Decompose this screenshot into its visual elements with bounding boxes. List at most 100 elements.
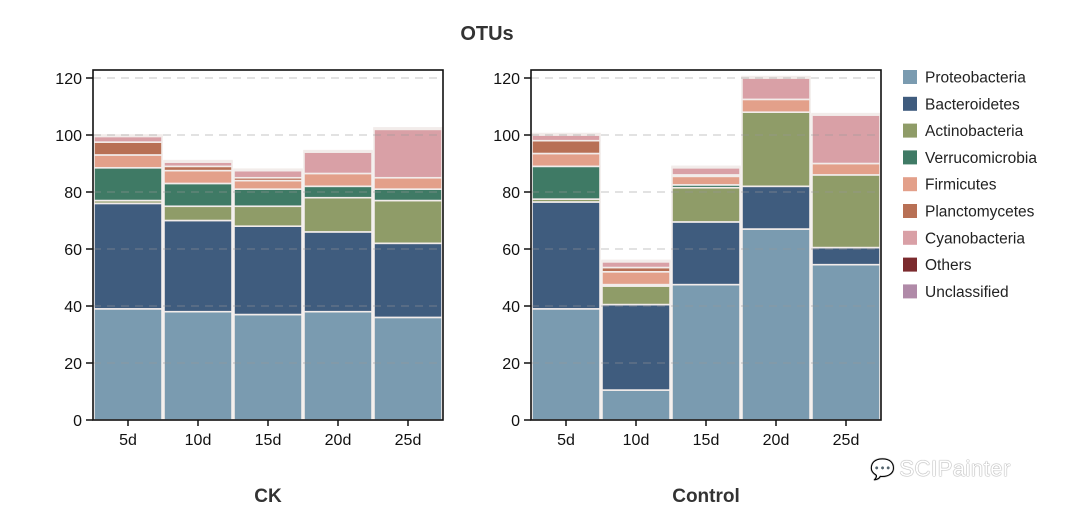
bar-segment-unclassified-15d bbox=[233, 168, 303, 172]
bar-segment-actinobacteria-10d bbox=[163, 205, 233, 222]
bar-segment-bacteroidetes-20d bbox=[303, 231, 373, 313]
legend-label-bacteroidetes: Bacteroidetes bbox=[925, 96, 1020, 113]
bar-segment-unclassified-25d bbox=[373, 127, 443, 131]
bar-segment-bacteroidetes-25d bbox=[373, 242, 443, 319]
bar-segment-actinobacteria-15d bbox=[671, 186, 741, 223]
legend: Proteobacteria Bacteroidetes Actinobacteri… bbox=[903, 70, 1037, 301]
watermark-text: SCIPainter bbox=[899, 456, 1011, 481]
bar-segment-bacteroidetes-25d bbox=[811, 246, 881, 266]
bar-segment-bacteroidetes-15d bbox=[233, 225, 303, 316]
bar-segment-firmicutes-10d bbox=[601, 270, 671, 286]
bar-segment-proteobacteria-20d bbox=[741, 228, 811, 421]
legend-swatch-others bbox=[903, 257, 917, 272]
bar-segment-bacteroidetes-5d bbox=[531, 201, 601, 310]
bar-segment-cyanobacteria-25d bbox=[373, 128, 443, 179]
bar-segment-cyanobacteria-20d bbox=[303, 151, 373, 175]
bar-segment-cyanobacteria-5d bbox=[531, 134, 601, 142]
watermark: 💬 SCIPainter bbox=[870, 456, 1011, 482]
bar-segment-cyanobacteria-10d bbox=[601, 261, 671, 269]
legend-label-others: Others bbox=[925, 257, 972, 274]
bar-segment-cyanobacteria-15d bbox=[233, 169, 303, 179]
bar-segment-unclassified-5d bbox=[93, 134, 163, 138]
bar-segment-bacteroidetes-5d bbox=[93, 202, 163, 310]
legend-label-firmicutes: Firmicutes bbox=[925, 177, 997, 194]
y-tick-label: 120 bbox=[493, 71, 520, 88]
y-tick-label: 0 bbox=[73, 413, 82, 430]
bar-segment-firmicutes-10d bbox=[163, 169, 233, 185]
bar-segment-bacteroidetes-10d bbox=[601, 303, 671, 391]
y-tick-label: 80 bbox=[64, 185, 82, 202]
bar-segment-firmicutes-20d bbox=[303, 172, 373, 188]
bar-segment-bacteroidetes-20d bbox=[741, 185, 811, 230]
bar-segment-verrucomicrobia-5d bbox=[531, 165, 601, 200]
y-tick-label: 20 bbox=[64, 356, 82, 373]
chart-title: OTUs bbox=[460, 23, 513, 45]
panel-label: CK bbox=[254, 486, 282, 507]
legend-label-verrucomicrobia: Verrucomicrobia bbox=[925, 150, 1037, 167]
bar-segment-planctomycetes-5d bbox=[531, 139, 601, 155]
y-tick-label: 100 bbox=[55, 128, 82, 145]
legend-swatch-planctomycetes bbox=[903, 204, 917, 218]
panel-ck: 0 20 40 60 80 100 120 5d 10d 15d 20d 25d CK bbox=[55, 69, 444, 507]
bar-segment-firmicutes-25d bbox=[811, 162, 881, 176]
bar-segment-firmicutes-25d bbox=[373, 176, 443, 190]
x-tick-label: 15d bbox=[693, 432, 720, 449]
bar-segment-proteobacteria-15d bbox=[233, 313, 303, 421]
y-tick-label: 80 bbox=[502, 185, 520, 202]
legend-label-actinobacteria: Actinobacteria bbox=[925, 123, 1024, 140]
legend-swatch-cyanobacteria bbox=[903, 230, 917, 245]
panel-control: 0 20 40 60 80 100 120 5d 10d 15d 20d 25d Control bbox=[493, 69, 882, 507]
bar-segment-proteobacteria-25d bbox=[811, 263, 881, 421]
legend-label-unclassified: Unclassified bbox=[925, 284, 1009, 301]
bar-segment-proteobacteria-10d bbox=[601, 389, 671, 421]
legend-swatch-verrucomicrobia bbox=[903, 150, 917, 165]
x-tick-label: 20d bbox=[325, 432, 352, 449]
x-tick-label: 20d bbox=[763, 432, 790, 449]
bar-segment-cyanobacteria-25d bbox=[811, 114, 881, 165]
x-tick-label: 5d bbox=[557, 432, 575, 449]
x-tick-label: 10d bbox=[185, 432, 212, 449]
legend-swatch-actinobacteria bbox=[903, 123, 917, 138]
wechat-icon: 💬 bbox=[870, 459, 896, 481]
y-tick-label: 40 bbox=[64, 299, 82, 316]
bar-segment-unclassified-20d bbox=[741, 75, 811, 79]
bar-segment-firmicutes-5d bbox=[93, 154, 163, 169]
bar-segment-actinobacteria-25d bbox=[811, 174, 881, 249]
bar-segment-unclassified-5d bbox=[531, 132, 601, 136]
y-tick-label: 0 bbox=[511, 413, 520, 430]
bar-segment-proteobacteria-5d bbox=[531, 308, 601, 421]
bar-segment-firmicutes-15d bbox=[233, 179, 303, 190]
y-tick-label: 60 bbox=[64, 242, 82, 259]
legend-swatch-proteobacteria bbox=[903, 70, 917, 84]
bar-segment-unclassified-20d bbox=[303, 149, 373, 153]
y-tick-label: 100 bbox=[493, 128, 520, 145]
bar-segment-proteobacteria-20d bbox=[303, 310, 373, 421]
bar-segment-planctomycetes-5d bbox=[93, 141, 163, 156]
bar-segment-actinobacteria-10d bbox=[601, 285, 671, 306]
x-tick-label: 5d bbox=[119, 432, 137, 449]
bar-segment-proteobacteria-15d bbox=[671, 283, 741, 421]
bar-segment-actinobacteria-25d bbox=[373, 199, 443, 245]
y-tick-label: 60 bbox=[502, 242, 520, 259]
bar-segment-cyanobacteria-5d bbox=[93, 135, 163, 143]
bar-segment-cyanobacteria-15d bbox=[671, 166, 741, 176]
legend-label-proteobacteria: Proteobacteria bbox=[925, 70, 1026, 87]
y-tick-label: 120 bbox=[55, 71, 82, 88]
y-tick-label: 20 bbox=[502, 356, 520, 373]
bar-segment-actinobacteria-15d bbox=[233, 205, 303, 228]
bar-segment-verrucomicrobia-10d bbox=[163, 182, 233, 208]
bar-segment-proteobacteria-25d bbox=[373, 316, 443, 421]
panel-label: Control bbox=[672, 486, 740, 507]
x-tick-label: 15d bbox=[255, 432, 282, 449]
bar-segment-firmicutes-5d bbox=[531, 152, 601, 168]
bar-segment-proteobacteria-5d bbox=[93, 308, 163, 421]
bar-segment-verrucomicrobia-25d bbox=[373, 188, 443, 202]
legend-label-planctomycetes: Planctomycetes bbox=[925, 204, 1035, 221]
bar-segment-verrucomicrobia-5d bbox=[93, 166, 163, 202]
bar-segment-firmicutes-20d bbox=[741, 98, 811, 113]
bar-segment-unclassified-15d bbox=[671, 165, 741, 169]
x-tick-label: 25d bbox=[395, 432, 422, 449]
legend-swatch-unclassified bbox=[903, 284, 917, 299]
bar-segment-bacteroidetes-10d bbox=[163, 219, 233, 313]
legend-swatch-bacteroidetes bbox=[903, 96, 917, 111]
